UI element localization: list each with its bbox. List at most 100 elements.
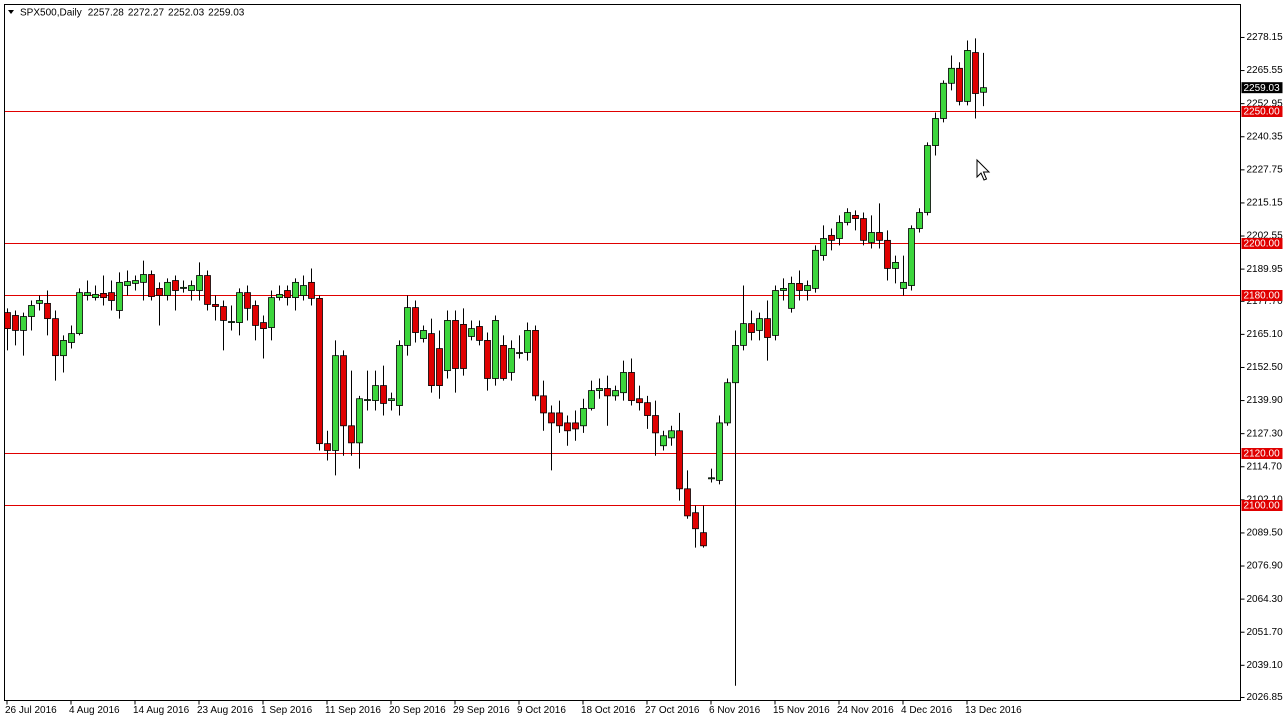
candle-body: [612, 390, 619, 397]
candle-body: [436, 348, 443, 386]
candle-body: [804, 285, 811, 291]
hline-label: 2100.00: [1244, 501, 1281, 512]
candle-body: [684, 488, 691, 517]
x-tick-label: 20 Sep 2016: [389, 705, 446, 716]
y-tick-label: 2189.95: [1247, 264, 1284, 275]
candle-body: [52, 318, 59, 357]
candle-body: [276, 294, 283, 299]
candle-body: [572, 422, 579, 430]
hline-label-box: [1241, 500, 1283, 511]
candle-body: [4, 312, 11, 329]
candle-body: [100, 293, 107, 299]
x-tick-label: 29 Sep 2016: [453, 705, 510, 716]
x-tick-label: 13 Dec 2016: [965, 705, 1022, 716]
chart-title: SPX500,Daily: [20, 7, 82, 18]
candle-body: [980, 87, 987, 93]
candle-body: [972, 52, 979, 94]
candle-body: [340, 355, 347, 427]
candle-body: [676, 430, 683, 490]
candle-body: [116, 281, 123, 311]
y-tick-label: 2026.85: [1247, 692, 1284, 703]
candle-body: [236, 292, 243, 323]
x-tick-label: 18 Oct 2016: [581, 705, 636, 716]
candle-body: [524, 330, 531, 353]
y-tick-label: 2039.10: [1247, 660, 1284, 671]
x-tick-label: 27 Oct 2016: [645, 705, 700, 716]
candle-body: [540, 395, 547, 414]
candle-body: [148, 274, 155, 297]
candle-body: [644, 402, 651, 416]
candle-body: [956, 67, 963, 102]
header-close: 2259.03: [208, 7, 245, 18]
candle-body: [892, 262, 899, 269]
candle-body: [28, 305, 35, 317]
candle-body: [268, 297, 275, 328]
candle-body: [580, 408, 587, 427]
candle-body: [548, 412, 555, 424]
candle-body: [444, 320, 451, 372]
candle-body: [932, 118, 939, 146]
y-tick-label: 2051.70: [1247, 627, 1284, 638]
candle-body: [68, 333, 75, 343]
candle-body: [108, 292, 115, 301]
candle-body: [156, 288, 163, 296]
candle-body: [356, 398, 363, 444]
candle-body: [124, 281, 131, 286]
candle-body: [348, 425, 355, 444]
header-low: 2252.03: [168, 7, 205, 18]
candle-body: [164, 281, 171, 296]
candle-body: [868, 232, 875, 243]
candle-body: [388, 398, 395, 401]
price-label: 2259.03: [1244, 83, 1281, 94]
candle-body: [316, 297, 323, 445]
candle-body: [900, 281, 907, 289]
candle-body: [516, 352, 523, 354]
candle-body: [36, 300, 43, 304]
chart-header: SPX500,Daily 2257.28 2272.27 2252.03 2259.03: [20, 7, 245, 18]
candle-body: [500, 345, 507, 379]
y-tick-label: 2139.90: [1247, 395, 1284, 406]
candle-body: [756, 318, 763, 331]
candle-body: [364, 399, 371, 401]
candle-body: [860, 218, 867, 241]
candle-body: [260, 322, 267, 329]
candle-body: [244, 292, 251, 309]
candle-body: [740, 323, 747, 346]
candle-body: [748, 323, 755, 333]
candle-body: [44, 302, 51, 320]
y-tick-label: 2227.75: [1247, 164, 1284, 175]
candle-body: [532, 330, 539, 397]
candle-body: [172, 280, 179, 291]
y-tick-label: 2114.70: [1247, 461, 1283, 472]
candle-body: [420, 330, 427, 339]
candle-body: [964, 50, 971, 102]
candle-body: [188, 285, 195, 291]
candle-body: [308, 281, 315, 299]
price-label-box: [1241, 82, 1283, 94]
candle-body: [412, 307, 419, 333]
candle-body: [292, 281, 299, 299]
candle-body: [660, 435, 667, 447]
candle-body: [84, 292, 91, 296]
candle-body: [484, 340, 491, 379]
candle-body: [876, 232, 883, 241]
candle-body: [700, 532, 707, 547]
candle-body: [604, 388, 611, 397]
candle-body: [852, 215, 859, 219]
candle-body: [204, 275, 211, 305]
y-tick-label: 2089.50: [1247, 528, 1284, 539]
y-tick-label: 2177.70: [1247, 296, 1284, 307]
y-tick-label: 2252.95: [1247, 98, 1284, 109]
hline-label: 2200.00: [1244, 239, 1281, 250]
y-tick-label: 2127.30: [1247, 428, 1284, 439]
candle-body: [468, 328, 475, 337]
x-tick-label: 24 Nov 2016: [837, 705, 894, 716]
hline-label-box: [1241, 106, 1283, 117]
x-tick-label: 15 Nov 2016: [773, 705, 830, 716]
candle-body: [324, 443, 331, 451]
candle-body: [828, 234, 835, 241]
candle-body: [668, 430, 675, 439]
candle-body: [772, 290, 779, 336]
y-tick-label: 2202.55: [1247, 231, 1284, 242]
